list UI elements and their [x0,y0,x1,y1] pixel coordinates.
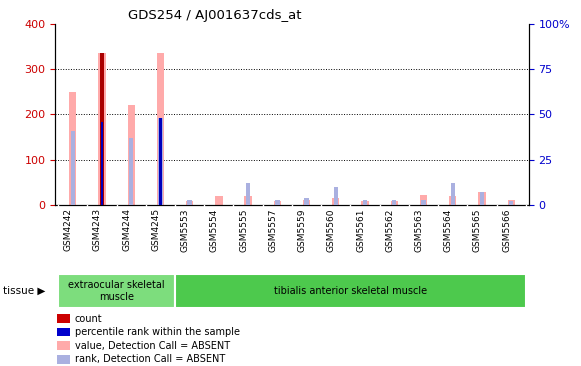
Text: GSM4244: GSM4244 [122,208,131,251]
Bar [246,183,250,205]
Text: extraocular skeletal
muscle: extraocular skeletal muscle [68,280,165,302]
Bar [508,199,515,205]
Bar [361,201,369,205]
Bar [186,201,193,205]
Bar [274,201,281,205]
Bar [98,53,106,205]
Bar [58,274,175,308]
Bar [175,274,526,308]
Text: GSM4242: GSM4242 [64,208,73,251]
Text: GSM4243: GSM4243 [93,208,102,251]
Bar [158,118,163,205]
Bar [129,138,134,205]
Bar [275,199,279,205]
Bar [478,192,486,205]
Bar [101,122,103,205]
Text: GSM5561: GSM5561 [356,208,365,252]
Text: GSM5554: GSM5554 [210,208,219,252]
Text: GSM5559: GSM5559 [297,208,307,252]
Bar [157,53,164,205]
Bar [100,53,104,205]
Bar [332,198,339,205]
Text: GSM5553: GSM5553 [181,208,189,252]
Text: GSM5555: GSM5555 [239,208,248,252]
Text: tissue ▶: tissue ▶ [3,286,45,296]
Bar [188,199,192,205]
Bar [215,196,223,205]
Bar [449,196,456,205]
Bar [58,341,70,350]
Text: tibialis anterior skeletal muscle: tibialis anterior skeletal muscle [274,286,427,296]
Text: GSM5564: GSM5564 [444,208,453,252]
Text: rank, Detection Call = ABSENT: rank, Detection Call = ABSENT [75,354,225,364]
Bar [58,314,70,323]
Text: GSM5560: GSM5560 [327,208,336,252]
Bar [128,105,135,205]
Bar [303,199,310,205]
Bar [392,199,396,205]
Bar [450,183,455,205]
Bar [363,199,367,205]
Text: GSM5566: GSM5566 [502,208,511,252]
Text: GDS254 / AJ001637cds_at: GDS254 / AJ001637cds_at [128,9,302,22]
Bar [304,198,309,205]
Bar [480,192,484,205]
Bar [509,201,514,205]
Text: GSM5563: GSM5563 [414,208,424,252]
Text: value, Detection Call = ABSENT: value, Detection Call = ABSENT [75,341,230,351]
Bar [420,195,427,205]
Bar [69,92,76,205]
Text: GSM5562: GSM5562 [385,208,394,252]
Bar [421,199,426,205]
Bar [390,201,398,205]
Bar [70,131,75,205]
Text: GSM4245: GSM4245 [152,208,160,251]
Text: percentile rank within the sample: percentile rank within the sample [75,327,240,337]
Bar [159,118,162,205]
Bar [245,196,252,205]
Text: GSM5557: GSM5557 [268,208,277,252]
Bar [58,328,70,336]
Text: GSM5565: GSM5565 [473,208,482,252]
Bar [333,187,338,205]
Text: count: count [75,314,102,324]
Bar [58,355,70,363]
